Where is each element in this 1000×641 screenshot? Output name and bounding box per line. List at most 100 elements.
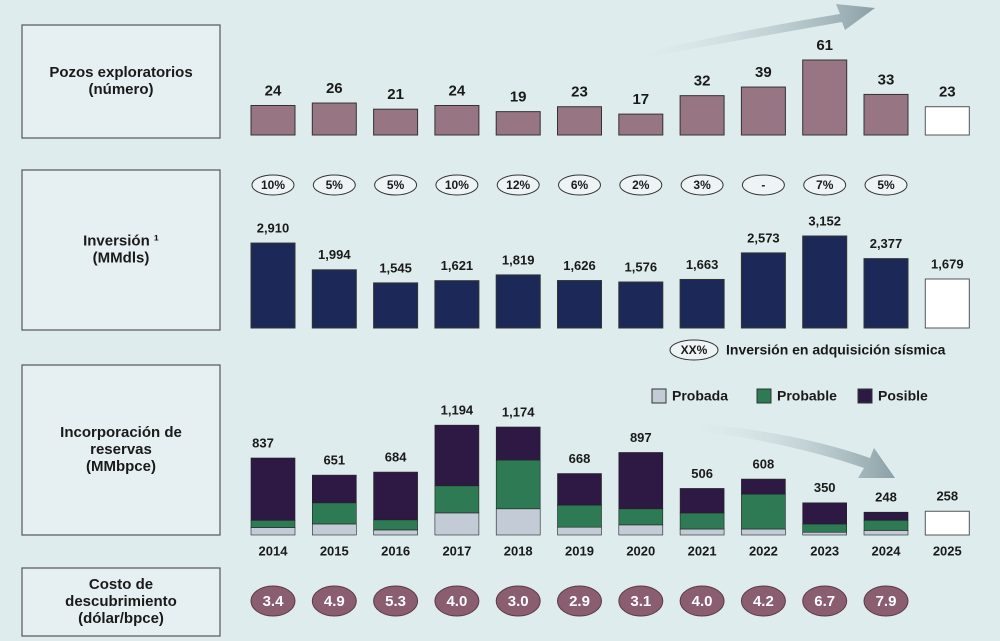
legend-swatch [756, 388, 772, 404]
bar-segment [618, 452, 664, 510]
seismic-badge [619, 174, 663, 196]
seismic-badge [435, 174, 479, 196]
cost-label: 4.2 [753, 593, 774, 610]
cost-badge [802, 585, 848, 617]
bar-segment [434, 512, 480, 536]
cost-label: 4.9 [324, 593, 345, 610]
seismic-label: 6% [571, 178, 589, 192]
row-title: Inversión ¹ [83, 232, 159, 249]
legend-label: Inversión en adquisición sísmica [726, 342, 946, 358]
bar [679, 95, 725, 136]
bar-segment [557, 473, 602, 506]
legend-badge [669, 339, 719, 361]
bar [802, 235, 848, 329]
cost-label: 3.0 [508, 593, 529, 610]
x-tick-label: 2022 [749, 543, 778, 558]
x-tick-label: 2015 [320, 543, 349, 558]
cost-label: 4.0 [446, 593, 467, 610]
total-label: 350 [814, 480, 836, 495]
x-tick-label: 2024 [872, 543, 902, 558]
bar [863, 93, 909, 136]
bar [557, 106, 602, 136]
bar [924, 510, 970, 536]
row-title: (MMdls) [93, 249, 150, 266]
bar [311, 102, 357, 136]
bar-segment [311, 523, 357, 536]
seismic-badge [864, 174, 908, 196]
x-tick-label: 2025 [933, 543, 962, 558]
bar [740, 86, 786, 136]
value-label: 21 [387, 86, 404, 103]
value-label: 1,621 [441, 258, 474, 273]
bar-segment [434, 424, 480, 487]
total-label: 248 [875, 490, 897, 505]
bar [802, 59, 848, 136]
bar-segment [679, 512, 725, 530]
cost-badge [373, 585, 419, 617]
cost-badge [863, 585, 909, 617]
seismic-badge [251, 174, 295, 196]
bar [924, 106, 970, 136]
cost-badge [434, 585, 480, 617]
label-box [21, 24, 221, 139]
bar [311, 269, 357, 329]
value-label: 1,545 [379, 260, 412, 275]
total-label: 258 [936, 489, 958, 504]
cost-badge [495, 585, 541, 617]
x-tick-label: 2020 [626, 543, 655, 558]
label-box [21, 567, 221, 637]
bar-segment [741, 493, 786, 530]
row-title: (dólar/bpce) [78, 610, 164, 627]
label-box [21, 364, 221, 536]
value-label: 1,994 [318, 247, 351, 262]
bar-segment [618, 524, 664, 536]
value-label: 1,679 [931, 256, 964, 271]
bar-segment [863, 519, 909, 531]
bar [373, 108, 419, 136]
value-label: 23 [571, 84, 588, 101]
value-label: 1,819 [502, 252, 535, 267]
value-label: 3,152 [808, 213, 841, 228]
bar [924, 278, 970, 329]
bar [373, 282, 419, 329]
bar [618, 113, 664, 136]
bar-segment [250, 519, 296, 528]
total-label: 668 [569, 451, 591, 466]
cost-label: 3.4 [263, 593, 285, 610]
bar [740, 252, 786, 329]
bar-segment [863, 530, 909, 536]
seismic-label: 3% [693, 178, 711, 192]
bar-segment [802, 502, 848, 525]
seismic-badge [680, 174, 724, 196]
cost-label: 2.9 [569, 593, 590, 610]
seismic-badge [312, 174, 356, 196]
cost-label: 6.7 [814, 593, 835, 610]
total-label: 608 [753, 457, 775, 472]
total-label: 837 [252, 435, 274, 450]
seismic-badge [803, 174, 847, 196]
bar-segment [250, 457, 296, 521]
cost-label: 4.0 [692, 593, 713, 610]
bar-segment [863, 511, 909, 521]
value-label: 24 [265, 82, 282, 99]
seismic-label: 12% [506, 178, 530, 192]
value-label: 32 [694, 73, 711, 90]
seismic-badge [741, 174, 785, 196]
total-label: 1,174 [502, 404, 535, 419]
bar-segment [250, 527, 296, 536]
cost-label: 3.1 [630, 593, 651, 610]
value-label: 2,573 [747, 230, 780, 245]
trend-arrow [620, 4, 875, 62]
value-label: 1,576 [625, 259, 658, 274]
seismic-label: 10% [445, 178, 469, 192]
row-title: Incorporación de [60, 424, 182, 441]
value-label: 39 [755, 64, 772, 81]
label-box [21, 169, 221, 331]
row-title: (número) [89, 81, 154, 98]
cost-badge [679, 585, 725, 617]
bar [250, 242, 296, 329]
x-tick-label: 2019 [565, 543, 594, 558]
bar [250, 104, 296, 136]
x-tick-label: 2014 [259, 543, 289, 558]
bar-segment [679, 528, 725, 536]
